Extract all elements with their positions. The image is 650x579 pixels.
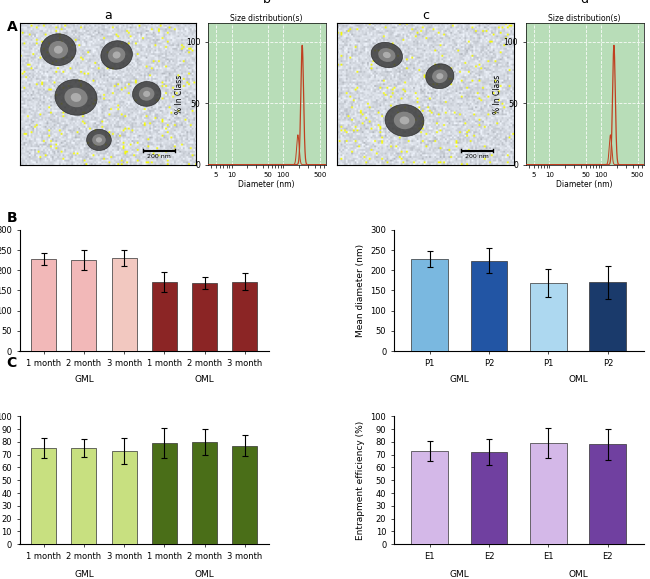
Ellipse shape <box>426 64 454 89</box>
Ellipse shape <box>112 52 121 58</box>
Text: GML: GML <box>74 375 94 384</box>
Ellipse shape <box>41 34 76 65</box>
Text: OML: OML <box>195 375 215 384</box>
Ellipse shape <box>55 80 97 115</box>
Bar <box>233 281 257 351</box>
X-axis label: Diameter (nm): Diameter (nm) <box>556 179 613 189</box>
Text: 200 nm: 200 nm <box>465 154 489 159</box>
Text: b: b <box>263 0 270 6</box>
Ellipse shape <box>385 104 424 137</box>
Text: OML: OML <box>568 375 588 384</box>
Y-axis label: Mean diameter (nm): Mean diameter (nm) <box>356 244 365 337</box>
Bar <box>31 259 56 351</box>
Bar <box>590 445 626 544</box>
Ellipse shape <box>139 87 155 101</box>
Bar <box>411 451 448 544</box>
Bar <box>192 442 217 544</box>
Y-axis label: Entrapment efficiency (%): Entrapment efficiency (%) <box>356 420 365 540</box>
Y-axis label: % In Class: % In Class <box>493 74 502 113</box>
Text: d: d <box>580 0 589 6</box>
Ellipse shape <box>133 82 161 107</box>
Bar <box>590 283 626 351</box>
Title: c: c <box>422 9 429 22</box>
Ellipse shape <box>143 91 150 97</box>
Ellipse shape <box>71 93 81 102</box>
Bar <box>471 452 508 544</box>
Bar <box>192 283 217 351</box>
Text: GML: GML <box>74 570 94 579</box>
Bar <box>72 448 96 544</box>
Bar <box>530 443 567 544</box>
Ellipse shape <box>86 129 111 151</box>
Bar <box>152 283 177 351</box>
Title: a: a <box>104 9 112 22</box>
Bar <box>471 261 508 351</box>
Bar <box>112 451 136 544</box>
Ellipse shape <box>49 41 68 58</box>
Ellipse shape <box>101 41 133 69</box>
Bar <box>530 283 567 351</box>
Bar <box>112 258 136 351</box>
Bar <box>411 259 448 351</box>
Ellipse shape <box>436 73 443 79</box>
Text: OML: OML <box>195 570 215 579</box>
Ellipse shape <box>383 52 391 58</box>
Ellipse shape <box>432 69 448 83</box>
Text: GML: GML <box>449 570 469 579</box>
Ellipse shape <box>54 46 63 54</box>
Text: OML: OML <box>568 570 588 579</box>
Ellipse shape <box>108 47 125 63</box>
Text: C: C <box>6 356 17 370</box>
Ellipse shape <box>394 112 415 129</box>
Ellipse shape <box>96 137 102 142</box>
Text: 200 nm: 200 nm <box>147 154 171 159</box>
Title: Size distribution(s): Size distribution(s) <box>231 14 303 23</box>
X-axis label: Diameter (nm): Diameter (nm) <box>239 179 295 189</box>
Y-axis label: % In Class: % In Class <box>176 74 185 113</box>
Text: GML: GML <box>449 375 469 384</box>
Ellipse shape <box>378 48 395 62</box>
Ellipse shape <box>64 87 88 107</box>
Ellipse shape <box>371 42 402 68</box>
Bar <box>233 446 257 544</box>
Text: B: B <box>6 211 17 225</box>
Text: A: A <box>6 20 18 34</box>
Ellipse shape <box>400 116 410 124</box>
Ellipse shape <box>92 134 106 146</box>
Bar <box>152 443 177 544</box>
Bar <box>72 260 96 351</box>
Title: Size distribution(s): Size distribution(s) <box>549 14 621 23</box>
Bar <box>31 448 56 544</box>
